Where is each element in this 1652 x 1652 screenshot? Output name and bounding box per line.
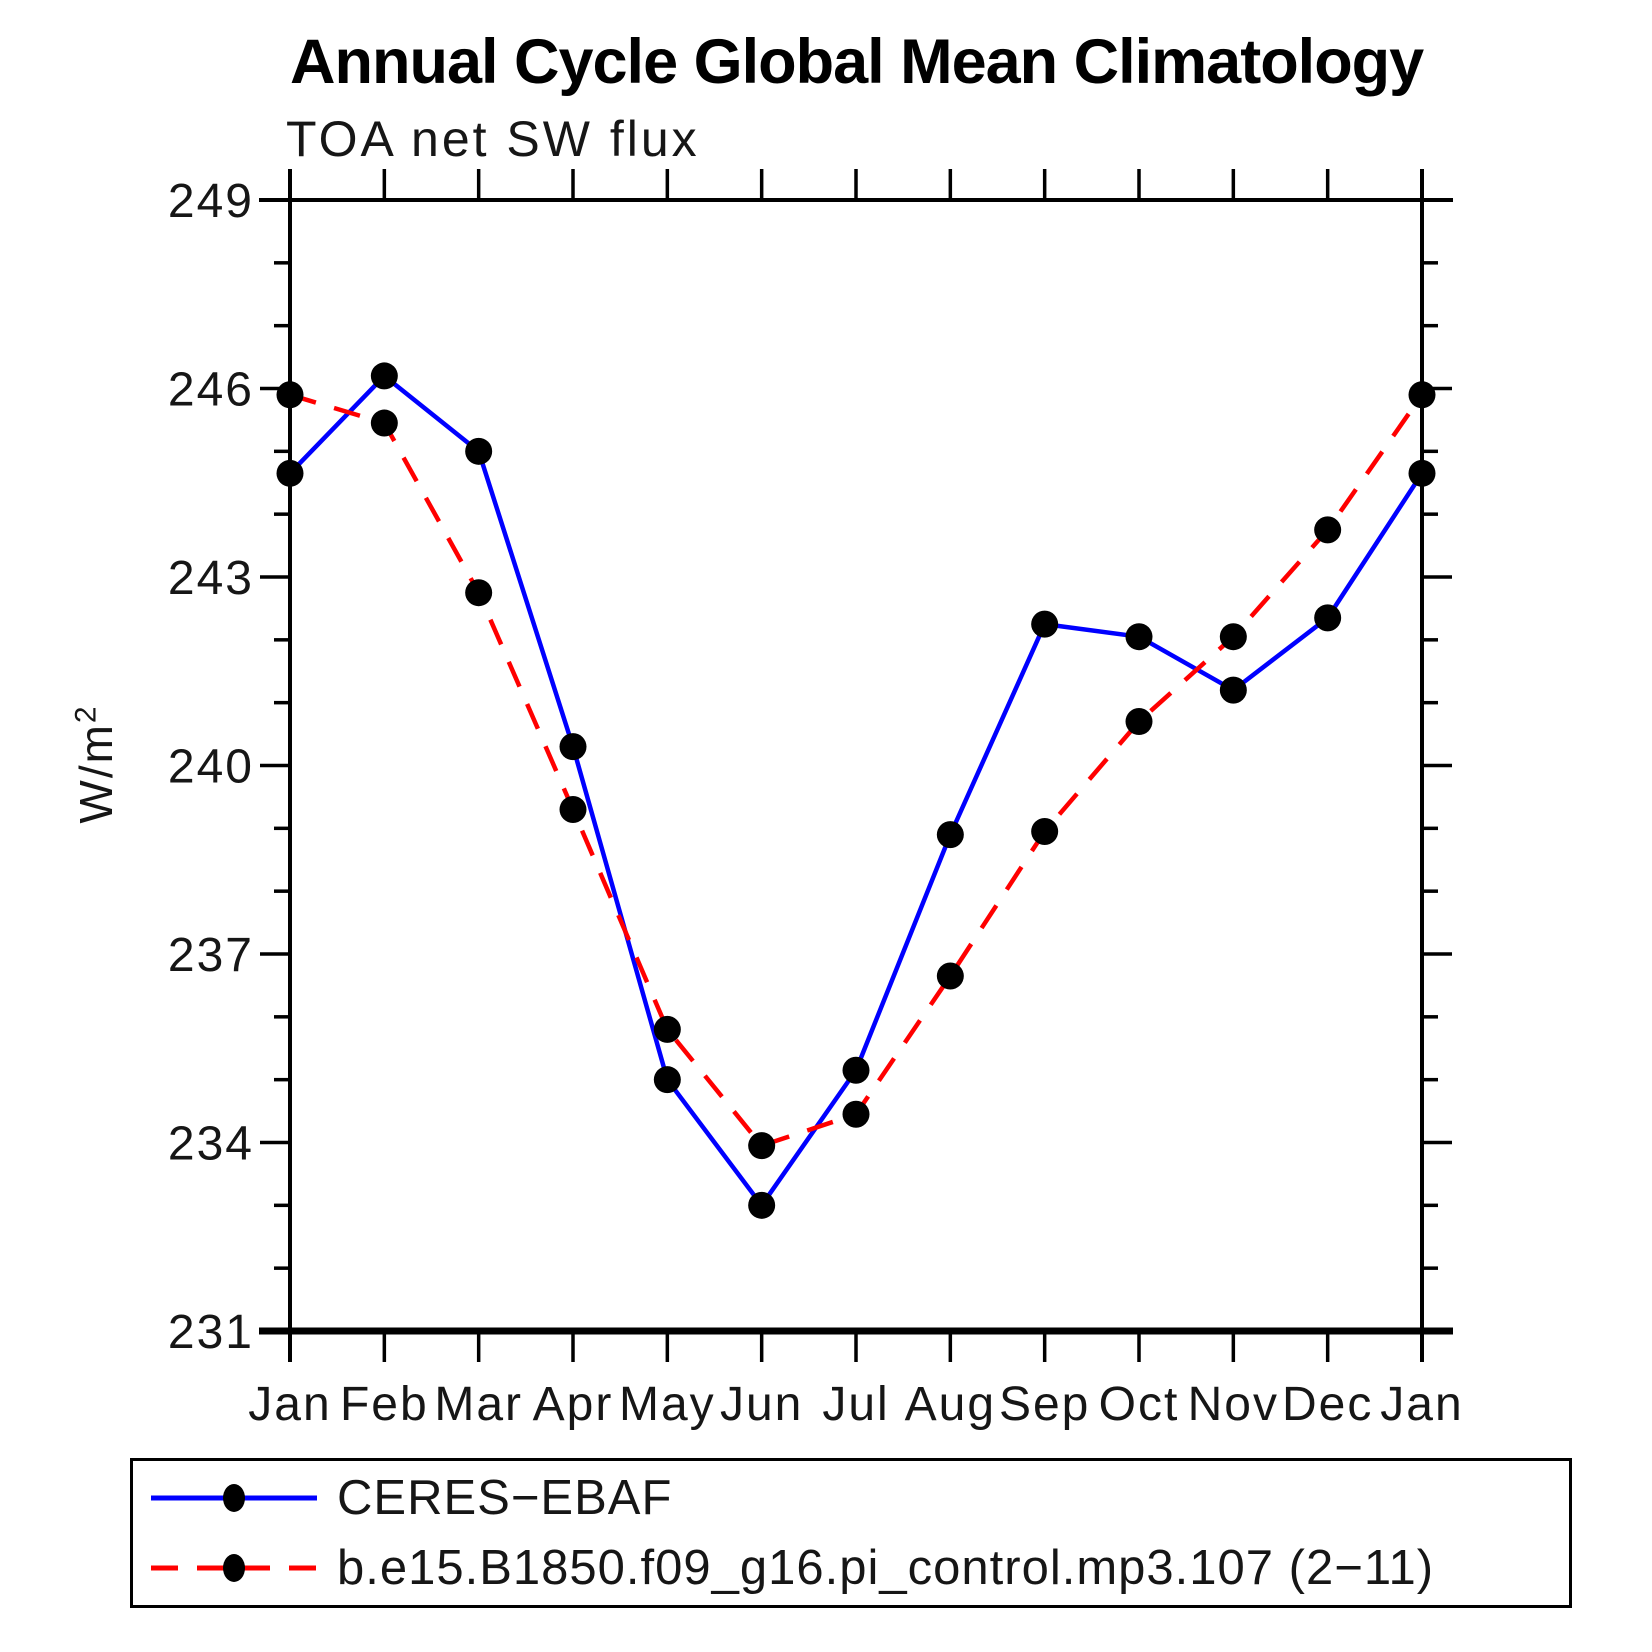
x-tick-label: Apr — [533, 1378, 614, 1431]
data-point-marker — [370, 409, 398, 437]
data-point-marker — [1031, 610, 1059, 638]
x-tick-label: May — [619, 1378, 716, 1431]
legend-marker-dot — [223, 1553, 245, 1582]
data-point-marker — [559, 733, 587, 761]
x-tick-label: Jan — [1380, 1378, 1463, 1431]
chart-subtitle: TOA net SW flux — [286, 111, 700, 167]
x-tick-label: Feb — [340, 1378, 429, 1431]
data-point-marker — [1314, 604, 1342, 632]
y-tick-label: 240 — [168, 741, 254, 794]
y-tick-label: 231 — [168, 1306, 254, 1359]
data-point-marker — [842, 1100, 870, 1128]
y-tick-label: 243 — [168, 552, 254, 605]
x-tick-label: Aug — [905, 1378, 996, 1431]
data-point-marker — [465, 579, 493, 607]
data-point-marker — [276, 459, 304, 487]
series-line-1 — [289, 392, 1424, 1148]
data-point-marker — [1408, 381, 1436, 409]
data-point-marker — [1031, 817, 1059, 845]
data-point-marker — [1408, 459, 1436, 487]
data-point-marker — [1125, 623, 1153, 651]
legend-label-ceres: CERES−EBAF — [337, 1471, 673, 1526]
y-tick-label: 246 — [168, 364, 254, 417]
x-tick-label: Mar — [434, 1378, 523, 1431]
y-tick-label: 249 — [168, 175, 254, 228]
legend-item-ceres: CERES−EBAF — [133, 1466, 1569, 1530]
data-point-marker — [842, 1056, 870, 1084]
x-tick-label: Jun — [720, 1378, 803, 1431]
data-point-marker — [1219, 676, 1247, 704]
data-point-marker — [1314, 516, 1342, 544]
legend-item-model: b.e15.B1850.f09_g16.pi_control.mp3.107 (… — [133, 1536, 1569, 1600]
data-point-marker — [653, 1066, 681, 1094]
data-point-marker — [936, 821, 964, 849]
data-point-marker — [748, 1191, 776, 1219]
data-point-marker — [370, 362, 398, 390]
x-tick-label: Oct — [1099, 1378, 1180, 1431]
data-point-marker — [1219, 623, 1247, 651]
x-tick-label: Jan — [248, 1378, 331, 1431]
x-tick-label: Sep — [999, 1378, 1090, 1431]
x-tick-label: Jul — [822, 1378, 889, 1431]
chart-title: Annual Cycle Global Mean Climatology — [290, 27, 1424, 97]
data-point-marker — [653, 1015, 681, 1043]
legend-box: CERES−EBAF b.e15.B1850.f09_g16.pi_contro… — [130, 1458, 1572, 1608]
legend-label-model: b.e15.B1850.f09_g16.pi_control.mp3.107 (… — [337, 1540, 1435, 1595]
data-point-marker — [276, 381, 304, 409]
legend-sample-ceres — [151, 1484, 317, 1513]
data-point-marker — [936, 962, 964, 990]
data-point-marker — [559, 795, 587, 823]
data-point-marker — [465, 437, 493, 465]
x-tick-label: Dec — [1282, 1378, 1373, 1431]
legend-marker-dot — [223, 1484, 245, 1513]
data-point-marker — [748, 1132, 776, 1160]
data-point-marker — [1125, 708, 1153, 736]
x-tick-label: Nov — [1188, 1378, 1279, 1431]
y-tick-label: 234 — [168, 1118, 254, 1171]
legend-sample-model — [151, 1553, 317, 1582]
y-tick-label: 237 — [168, 929, 254, 982]
